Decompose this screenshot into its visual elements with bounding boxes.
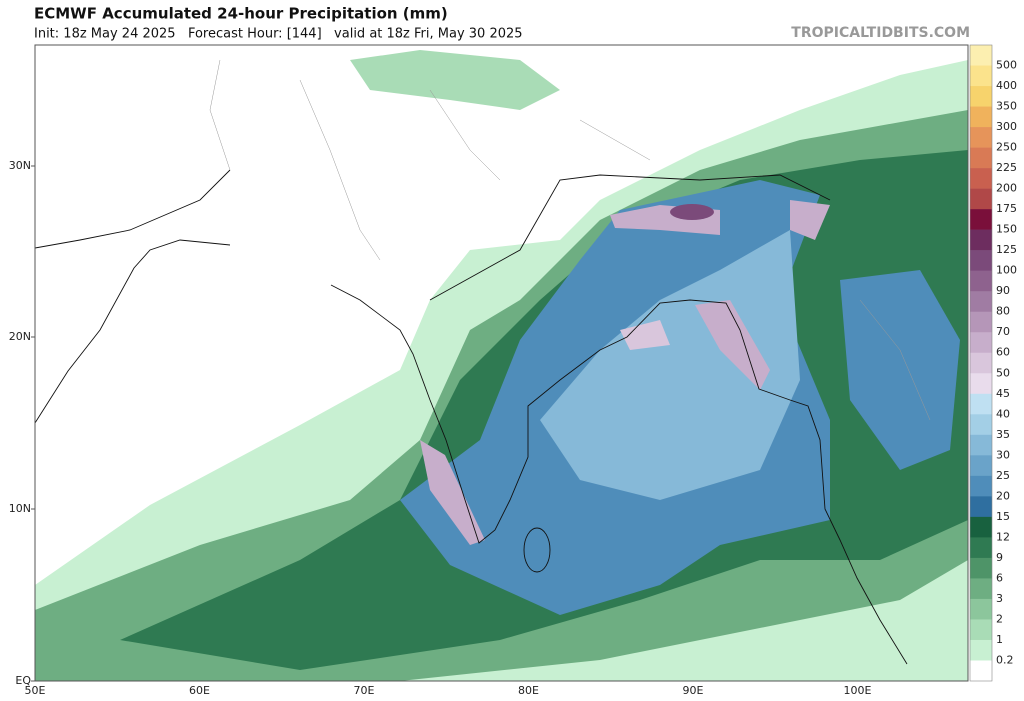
colorbar-label: 3 xyxy=(996,592,1003,605)
colorbar-label: 500 xyxy=(996,59,1017,72)
lat-label: EQ xyxy=(15,674,31,687)
precip-area xyxy=(695,300,770,390)
colorbar-band xyxy=(970,578,992,600)
precip-area xyxy=(350,50,560,110)
colorbar-band xyxy=(970,660,992,682)
colorbar-band xyxy=(970,639,992,661)
colorbar-label: 200 xyxy=(996,182,1017,195)
colorbar-band xyxy=(970,147,992,169)
lon-label: 100E xyxy=(844,684,872,697)
colorbar-label: 40 xyxy=(996,407,1010,420)
colorbar-label: 35 xyxy=(996,428,1010,441)
precip-area xyxy=(620,320,670,350)
colorbar-label: 90 xyxy=(996,284,1010,297)
colorbar-label: 225 xyxy=(996,161,1017,174)
colorbar-band xyxy=(970,209,992,230)
colorbar-frame xyxy=(969,44,993,682)
lon-label: 60E xyxy=(189,684,210,697)
colorbar-label: 400 xyxy=(996,79,1017,92)
precip-area xyxy=(790,200,830,240)
colorbar-label: 45 xyxy=(996,387,1010,400)
colorbar-label: 12 xyxy=(996,530,1010,543)
colorbar-label: 50 xyxy=(996,366,1010,379)
colorbar-band xyxy=(970,229,992,251)
island xyxy=(523,527,551,573)
title: ECMWF Accumulated 24-hour Precipitation … xyxy=(34,5,448,23)
colorbar-band xyxy=(970,250,992,271)
colorbar-band xyxy=(970,65,992,87)
lon-label: 80E xyxy=(518,684,539,697)
colorbar-label: 250 xyxy=(996,141,1017,154)
colorbar-label: 80 xyxy=(996,305,1010,318)
colorbar-label: 9 xyxy=(996,551,1003,564)
colorbar-label: 350 xyxy=(996,100,1017,113)
colorbar-label: 70 xyxy=(996,325,1010,338)
coastline xyxy=(35,169,831,301)
colorbar-band xyxy=(970,332,992,354)
colorbar-label: 20 xyxy=(996,489,1010,502)
colorbar-band xyxy=(970,619,992,641)
colorbar-band xyxy=(970,270,992,292)
colorbar-band xyxy=(970,311,992,333)
colorbar-label: 100 xyxy=(996,264,1017,277)
colorbar-label: 15 xyxy=(996,510,1010,523)
subtitle: Init: 18z May 24 2025 Forecast Hour: [14… xyxy=(34,27,523,42)
map xyxy=(34,44,969,682)
lat-labels: 30N 20N 10N EQ xyxy=(9,159,35,687)
colorbar-label: 6 xyxy=(996,571,1003,584)
source: TROPICALTIDBITS.COM xyxy=(791,25,970,41)
colorbar-label: 0.2 xyxy=(996,653,1014,666)
lon-label: 90E xyxy=(683,684,704,697)
lat-label: 20N xyxy=(9,330,31,343)
colorbar-band xyxy=(970,598,992,620)
colorbar-band xyxy=(970,475,992,497)
lon-label: 50E xyxy=(25,684,46,697)
border xyxy=(209,59,931,421)
colorbar-band xyxy=(970,516,992,538)
colorbar: 5004003503002502252001751501251009080706… xyxy=(969,44,1017,682)
colorbar-band xyxy=(970,373,992,395)
precip-area xyxy=(670,204,714,220)
colorbar-band xyxy=(970,86,992,107)
coastline xyxy=(35,239,908,665)
colorbar-label: 175 xyxy=(996,202,1017,215)
colorbar-label: 300 xyxy=(996,120,1017,133)
colorbar-band xyxy=(970,496,992,518)
colorbar-band xyxy=(970,537,992,559)
lon-labels: 50E 60E 70E 80E 90E 100E xyxy=(25,684,872,697)
lat-label: 10N xyxy=(9,502,31,515)
colorbar-label: 25 xyxy=(996,469,1010,482)
colorbar-label: 30 xyxy=(996,448,1010,461)
lon-label: 70E xyxy=(354,684,375,697)
colorbar-band xyxy=(970,168,992,189)
colorbar-label: 125 xyxy=(996,243,1017,256)
colorbar-band xyxy=(970,188,992,210)
colorbar-label: 150 xyxy=(996,223,1017,236)
colorbar-label: 1 xyxy=(996,633,1003,646)
colorbar-band xyxy=(970,45,992,66)
colorbar-band xyxy=(970,352,992,374)
lat-label: 30N xyxy=(9,159,31,172)
precip-area xyxy=(540,230,800,500)
colorbar-label: 60 xyxy=(996,346,1010,359)
colorbar-band xyxy=(970,557,992,579)
colorbar-band xyxy=(970,414,992,436)
precip-area xyxy=(420,440,485,545)
colorbar-band xyxy=(970,106,992,128)
colorbar-band xyxy=(970,393,992,415)
map-frame xyxy=(34,44,969,682)
colorbar-band xyxy=(970,455,992,477)
colorbar-band xyxy=(970,127,992,148)
colorbar-label: 2 xyxy=(996,612,1003,625)
colorbar-band xyxy=(970,434,992,456)
colorbar-band xyxy=(970,291,992,313)
